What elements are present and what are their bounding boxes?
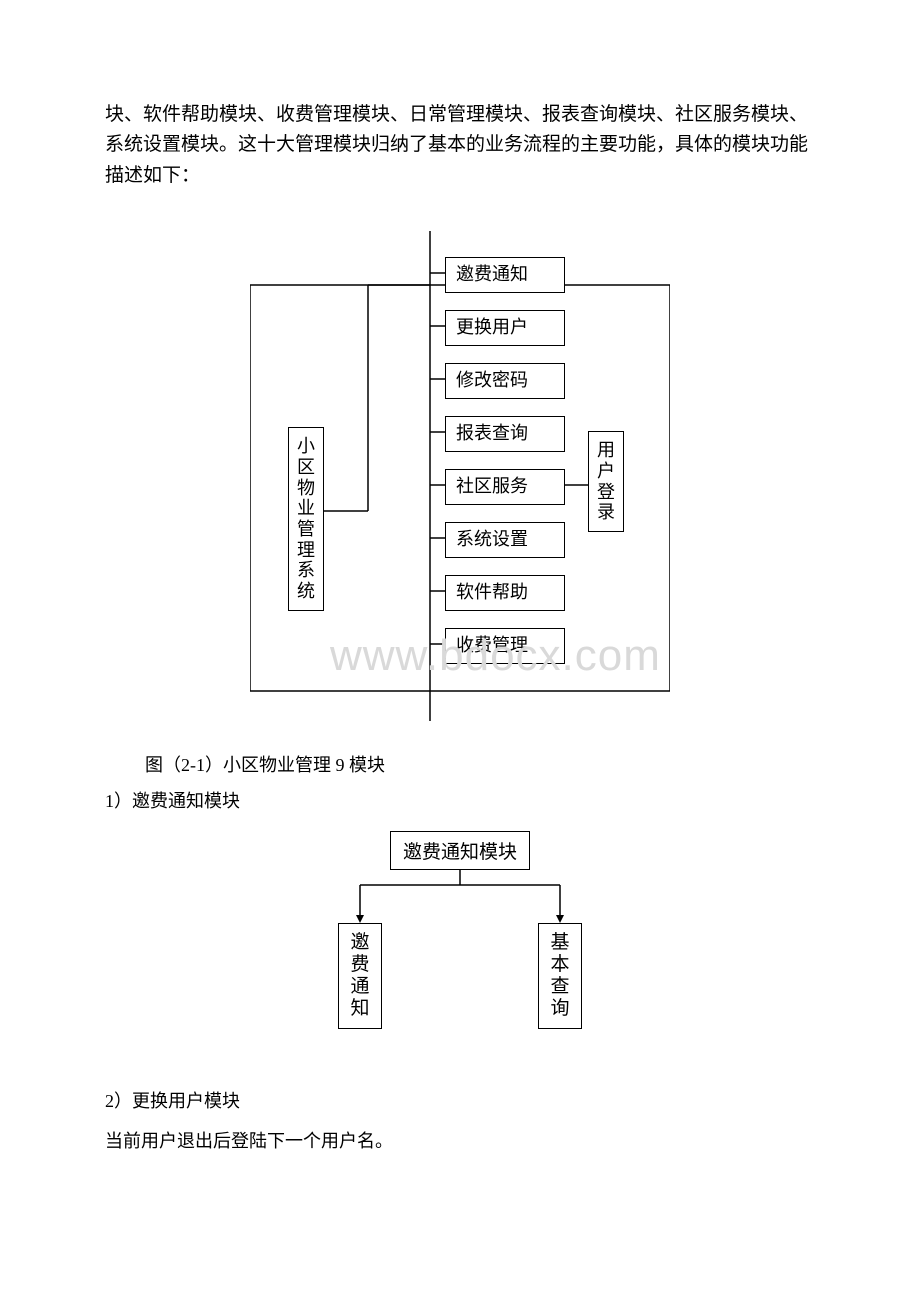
section-2-text: 当前用户退出后登陆下一个用户名。 (105, 1127, 815, 1153)
module-box-6: 软件帮助 (445, 575, 565, 611)
diagram-fee-notice-module: 邀费通知模块 邀费通知 基本查询 (280, 827, 640, 1047)
d2-child-1-label: 基本查询 (547, 932, 573, 1019)
d2-child-0-box: 邀费通知 (338, 923, 382, 1028)
user-login-label: 用户登录 (595, 440, 617, 523)
module-box-4: 社区服务 (445, 469, 565, 505)
module-box-7: 收费管理 (445, 628, 565, 664)
module-box-2: 修改密码 (445, 363, 565, 399)
d2-child-0-label: 邀费通知 (347, 932, 373, 1019)
d2-child-1-box: 基本查询 (538, 923, 582, 1028)
intro-paragraph: 块、软件帮助模块、收费管理模块、日常管理模块、报表查询模块、社区服务模块、系统设… (105, 100, 815, 191)
module-box-3: 报表查询 (445, 416, 565, 452)
module-box-0: 邀费通知 (445, 257, 565, 293)
module-box-5: 系统设置 (445, 522, 565, 558)
section-2-title: 2）更换用户模块 (105, 1087, 815, 1113)
d2-root-box: 邀费通知模块 (390, 831, 530, 870)
module-box-1: 更换用户 (445, 310, 565, 346)
section-1-title: 1）邀费通知模块 (105, 787, 815, 813)
user-login-box: 用户登录 (588, 431, 624, 532)
system-root-box: 小区物业管理系统 (288, 427, 324, 611)
figure-caption-1: 图（2-1）小区物业管理 9 模块 (145, 751, 815, 777)
system-root-label: 小区物业管理系统 (295, 436, 317, 602)
diagram-system-modules: 小区物业管理系统 邀费通知 更换用户 修改密码 报表查询 社区服务 系统设置 软… (250, 231, 670, 721)
